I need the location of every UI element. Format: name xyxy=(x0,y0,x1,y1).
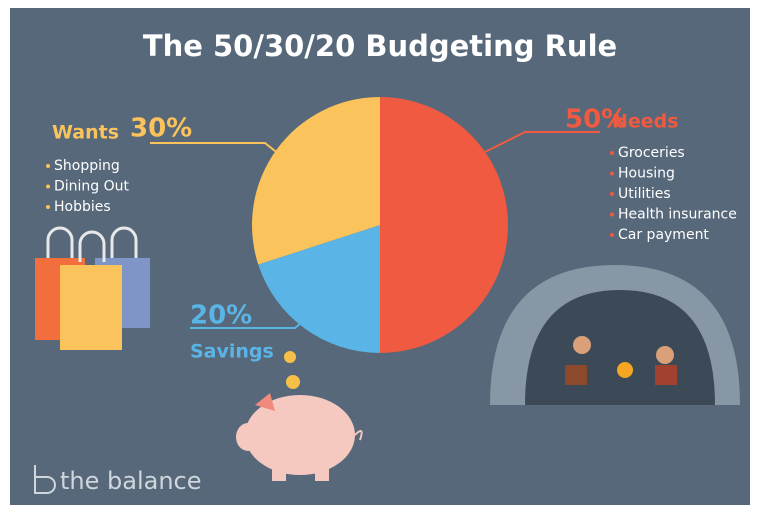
brand-name: the balance xyxy=(60,467,202,495)
value-label: 20% xyxy=(190,301,252,331)
piggy-bank xyxy=(236,351,363,481)
shopping-bags xyxy=(35,226,150,350)
chart-title: The 50/30/20 Budgeting Rule xyxy=(143,29,617,63)
item: Health insurance xyxy=(618,207,737,223)
bullet xyxy=(46,184,50,189)
bullet xyxy=(610,192,614,196)
item: Utilities xyxy=(618,186,671,202)
item: Dining Out xyxy=(54,179,130,195)
item: Hobbies xyxy=(54,199,111,215)
brand: the balance xyxy=(34,465,202,495)
pie-slice xyxy=(380,97,508,353)
category-label: Wants xyxy=(52,122,119,144)
cave xyxy=(490,265,740,405)
bullet xyxy=(610,212,614,217)
item: Groceries xyxy=(618,145,685,161)
bullet xyxy=(610,233,614,237)
value-label: 50% xyxy=(565,105,627,135)
leader-line xyxy=(484,131,600,153)
leader-line xyxy=(150,142,281,156)
pie-slice xyxy=(252,97,380,265)
item: Housing xyxy=(618,166,675,182)
bullet xyxy=(46,205,50,209)
category-label: Needs xyxy=(612,111,679,133)
category-label: Savings xyxy=(190,341,274,363)
leader-line xyxy=(190,314,311,329)
item: Car payment xyxy=(618,227,709,243)
pie-slice xyxy=(258,225,380,353)
bullet xyxy=(610,151,614,155)
bullet xyxy=(610,171,614,176)
bullet xyxy=(46,164,50,168)
item: Shopping xyxy=(54,158,120,174)
value-label: 30% xyxy=(130,114,192,144)
